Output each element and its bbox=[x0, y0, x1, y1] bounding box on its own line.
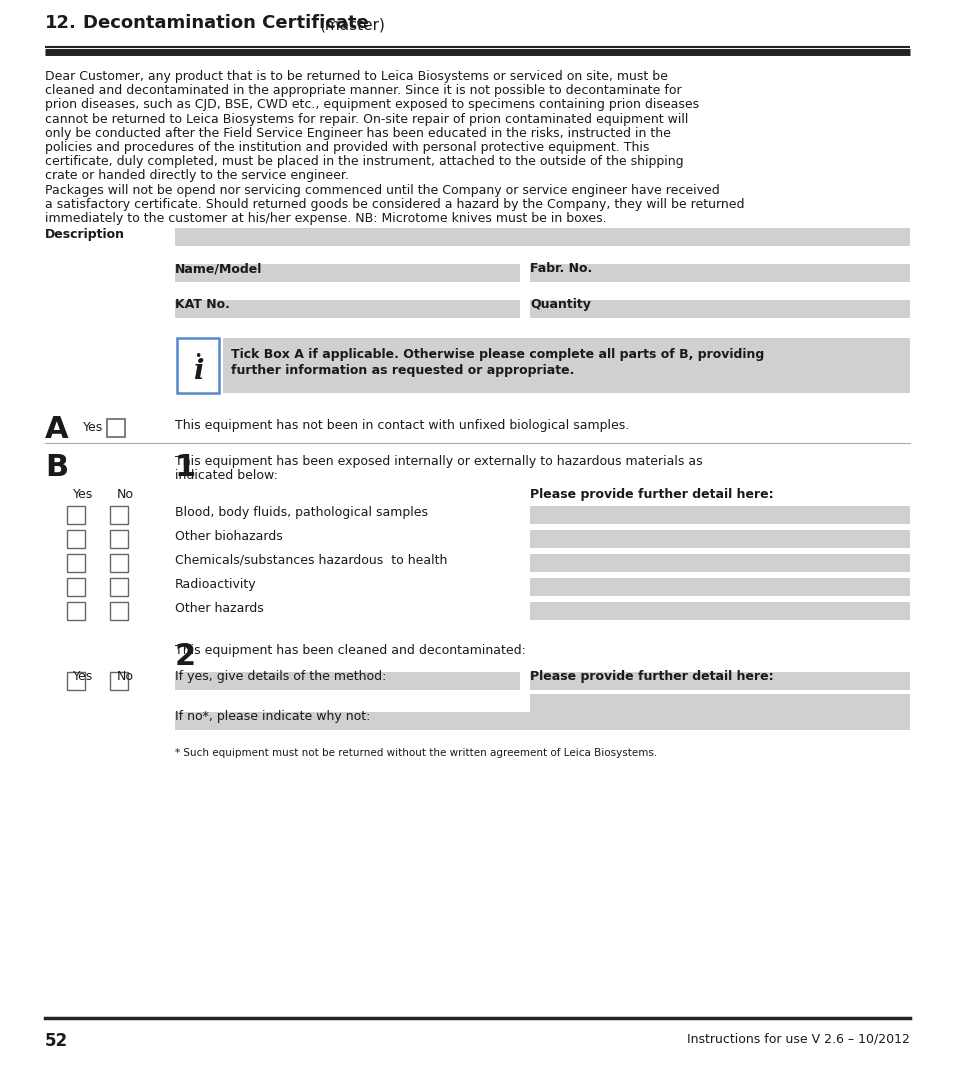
Bar bbox=[530, 578, 909, 595]
Text: Yes: Yes bbox=[73, 487, 93, 501]
Text: indicated below:: indicated below: bbox=[174, 470, 277, 483]
Text: Decontamination Certificate: Decontamination Certificate bbox=[83, 14, 369, 32]
Text: Blood, body fluids, pathological samples: Blood, body fluids, pathological samples bbox=[174, 505, 428, 518]
Bar bbox=[174, 712, 909, 730]
Bar bbox=[530, 529, 909, 548]
Text: This equipment has not been in contact with unfixed biological samples.: This equipment has not been in contact w… bbox=[174, 419, 629, 432]
Bar bbox=[110, 672, 128, 690]
Text: cleaned and decontaminated in the appropriate manner. Since it is not possible t: cleaned and decontaminated in the approp… bbox=[45, 84, 680, 97]
Bar bbox=[530, 505, 909, 524]
Bar bbox=[530, 300, 909, 319]
Bar bbox=[67, 529, 85, 548]
Bar bbox=[107, 419, 125, 437]
Bar bbox=[67, 554, 85, 571]
Text: KAT No.: KAT No. bbox=[174, 298, 230, 311]
Bar bbox=[174, 228, 909, 246]
Bar bbox=[67, 505, 85, 524]
Bar bbox=[67, 578, 85, 595]
Text: If yes, give details of the method:: If yes, give details of the method: bbox=[174, 670, 386, 683]
Text: Instructions for use V 2.6 – 10/2012: Instructions for use V 2.6 – 10/2012 bbox=[686, 1032, 909, 1045]
Text: Packages will not be opend nor servicing commenced until the Company or service : Packages will not be opend nor servicing… bbox=[45, 184, 719, 197]
Text: prion diseases, such as CJD, BSE, CWD etc., equipment exposed to specimens conta: prion diseases, such as CJD, BSE, CWD et… bbox=[45, 98, 699, 111]
Text: 52: 52 bbox=[45, 1032, 68, 1050]
Bar bbox=[530, 554, 909, 571]
Bar bbox=[67, 602, 85, 620]
Text: 1: 1 bbox=[174, 454, 196, 482]
Bar bbox=[110, 602, 128, 620]
Bar bbox=[174, 265, 519, 282]
Bar bbox=[110, 554, 128, 571]
Text: Radioactivity: Radioactivity bbox=[174, 578, 256, 591]
Text: Description: Description bbox=[45, 228, 125, 241]
Text: i: i bbox=[193, 359, 203, 386]
Bar bbox=[177, 338, 219, 393]
Text: A: A bbox=[45, 415, 69, 444]
Text: Other biohazards: Other biohazards bbox=[174, 529, 282, 542]
Text: This equipment has been cleaned and decontaminated:: This equipment has been cleaned and deco… bbox=[174, 644, 525, 657]
Text: If no*, please indicate why not:: If no*, please indicate why not: bbox=[174, 710, 370, 723]
Text: 2: 2 bbox=[174, 642, 196, 671]
Text: 12.: 12. bbox=[45, 14, 77, 32]
Bar bbox=[174, 672, 519, 690]
Bar bbox=[530, 693, 909, 712]
Text: Dear Customer, any product that is to be returned to Leica Biosystems or service: Dear Customer, any product that is to be… bbox=[45, 70, 667, 83]
Text: crate or handed directly to the service engineer.: crate or handed directly to the service … bbox=[45, 170, 349, 183]
Text: Tick Box A if applicable. Otherwise please complete all parts of B, providing: Tick Box A if applicable. Otherwise plea… bbox=[231, 348, 763, 361]
Bar bbox=[223, 338, 909, 393]
Text: Please provide further detail here:: Please provide further detail here: bbox=[530, 487, 773, 501]
Bar bbox=[110, 529, 128, 548]
Bar bbox=[530, 265, 909, 282]
Text: certificate, duly completed, must be placed in the instrument, attached to the o: certificate, duly completed, must be pla… bbox=[45, 156, 683, 168]
Text: cannot be returned to Leica Biosystems for repair. On-site repair of prion conta: cannot be returned to Leica Biosystems f… bbox=[45, 112, 688, 125]
Bar bbox=[530, 602, 909, 620]
Text: Yes: Yes bbox=[83, 421, 103, 434]
Text: No: No bbox=[117, 670, 133, 683]
Text: •: • bbox=[194, 350, 201, 363]
Bar bbox=[530, 672, 909, 690]
Text: B: B bbox=[45, 454, 68, 482]
Text: policies and procedures of the institution and provided with personal protective: policies and procedures of the instituti… bbox=[45, 141, 649, 154]
Text: Other hazards: Other hazards bbox=[174, 602, 263, 615]
Text: only be conducted after the Field Service Engineer has been educated in the risk: only be conducted after the Field Servic… bbox=[45, 126, 670, 139]
Bar bbox=[174, 300, 519, 319]
Text: immediately to the customer at his/her expense. NB: Microtome knives must be in : immediately to the customer at his/her e… bbox=[45, 212, 606, 225]
Text: Chemicals/substances hazardous  to health: Chemicals/substances hazardous to health bbox=[174, 554, 447, 567]
Text: No: No bbox=[117, 487, 133, 501]
Text: a satisfactory certificate. Should returned goods be considered a hazard by the : a satisfactory certificate. Should retur… bbox=[45, 198, 743, 211]
Text: This equipment has been exposed internally or externally to hazardous materials : This equipment has been exposed internal… bbox=[174, 455, 702, 469]
Bar bbox=[110, 578, 128, 595]
Text: Please provide further detail here:: Please provide further detail here: bbox=[530, 670, 773, 683]
Text: Name/Model: Name/Model bbox=[174, 262, 262, 275]
Bar bbox=[67, 672, 85, 690]
Text: (master): (master) bbox=[319, 17, 385, 32]
Text: further information as requested or appropriate.: further information as requested or appr… bbox=[231, 364, 574, 377]
Bar bbox=[110, 505, 128, 524]
Text: Quantity: Quantity bbox=[530, 298, 590, 311]
Text: * Such equipment must not be returned without the written agreement of Leica Bio: * Such equipment must not be returned wi… bbox=[174, 747, 657, 757]
Text: Yes: Yes bbox=[73, 670, 93, 683]
Text: Fabr. No.: Fabr. No. bbox=[530, 262, 592, 275]
